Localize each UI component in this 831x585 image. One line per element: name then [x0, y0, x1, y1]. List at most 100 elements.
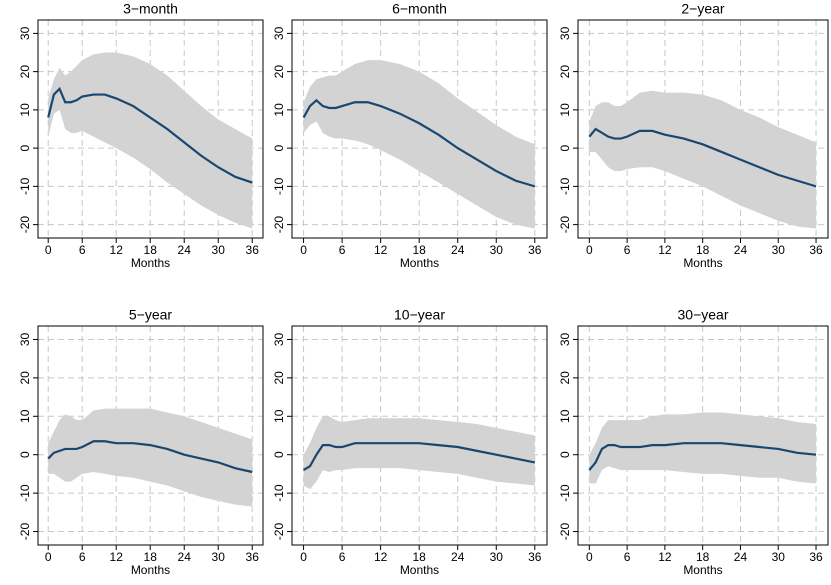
- x-axis-label: Months: [400, 563, 439, 577]
- plot-frame: [37, 325, 264, 546]
- x-tick-label: 36: [809, 550, 823, 564]
- x-tick-label: 18: [144, 243, 158, 257]
- x-tick-label: 24: [178, 550, 192, 564]
- y-tick-label: 0: [18, 451, 32, 458]
- x-tick-label: 36: [246, 550, 260, 564]
- y-tick-label: 0: [18, 144, 32, 151]
- x-axis-label: Months: [131, 256, 170, 270]
- chart-title: 2−year: [681, 1, 725, 17]
- x-tick-label: 12: [658, 243, 672, 257]
- y-tick-label: 30: [272, 26, 286, 40]
- chart-title: 10−year: [394, 307, 445, 323]
- y-tick-label: 0: [272, 451, 286, 458]
- plot-frame: [577, 19, 829, 239]
- x-tick-label: 24: [734, 550, 748, 564]
- x-tick-label: 36: [528, 550, 542, 564]
- x-tick-label: 36: [809, 243, 823, 257]
- x-tick-label: 30: [490, 550, 504, 564]
- x-tick-label: 36: [528, 243, 542, 257]
- x-tick-label: 0: [586, 550, 593, 564]
- chart-title: 3−month: [123, 1, 178, 17]
- x-tick-label: 30: [490, 243, 504, 257]
- x-tick-label: 6: [339, 550, 346, 564]
- y-tick-label: 20: [18, 65, 32, 79]
- x-tick-label: 0: [300, 550, 307, 564]
- y-tick-label: 20: [18, 371, 32, 385]
- y-tick-label: -10: [18, 177, 32, 195]
- y-tick-label: -10: [558, 484, 572, 502]
- y-tick-label: 20: [272, 371, 286, 385]
- line: [302, 442, 536, 472]
- x-tick-label: 24: [451, 550, 465, 564]
- y-tick-label: 20: [558, 371, 572, 385]
- x-axis-label: Months: [683, 563, 722, 577]
- y-tick-label: 0: [272, 144, 286, 151]
- confidence-band: [589, 90, 817, 229]
- x-tick-label: 30: [772, 243, 786, 257]
- x-tick-label: 12: [374, 550, 388, 564]
- y-tick-label: -10: [272, 177, 286, 195]
- x-tick-label: 12: [658, 550, 672, 564]
- y-tick-label: 10: [558, 103, 572, 117]
- x-tick-label: 24: [178, 243, 192, 257]
- x-axis-label: Months: [131, 563, 170, 577]
- x-tick-label: 0: [45, 550, 52, 564]
- x-tick-label: 30: [212, 550, 226, 564]
- line: [302, 98, 536, 188]
- x-tick-label: 0: [45, 243, 52, 257]
- y-tick-label: 10: [558, 409, 572, 423]
- y-tick-label: 10: [272, 409, 286, 423]
- line: [47, 440, 253, 474]
- chart-title: 5−year: [129, 307, 173, 323]
- x-tick-label: 24: [451, 243, 465, 257]
- x-tick-label: 6: [624, 243, 631, 257]
- x-tick-label: 18: [696, 550, 710, 564]
- x-tick-label: 0: [300, 243, 307, 257]
- y-tick-label: -20: [558, 216, 572, 234]
- x-tick-label: 18: [696, 243, 710, 257]
- y-tick-label: -20: [272, 216, 286, 234]
- x-axis-label: Months: [683, 256, 722, 270]
- x-tick-label: 12: [110, 243, 124, 257]
- y-tick-label: 0: [558, 451, 572, 458]
- y-tick-label: 10: [272, 103, 286, 117]
- confidence-band: [303, 416, 535, 490]
- confidence-band: [589, 412, 817, 484]
- chart-title: 6−month: [392, 1, 447, 17]
- y-tick-label: -20: [18, 523, 32, 541]
- y-tick-label: 10: [18, 409, 32, 423]
- y-tick-label: 30: [558, 332, 572, 346]
- confidence-band: [48, 52, 253, 229]
- x-tick-label: 0: [586, 243, 593, 257]
- x-tick-label: 6: [624, 550, 631, 564]
- plot-frame: [291, 19, 548, 239]
- y-tick-label: 30: [18, 26, 32, 40]
- x-tick-label: 18: [144, 550, 158, 564]
- plot-frame: [577, 325, 829, 546]
- plot-frame: [291, 325, 548, 546]
- x-tick-label: 24: [734, 243, 748, 257]
- y-tick-label: 30: [558, 26, 572, 40]
- chart-title: 30−year: [678, 307, 729, 323]
- x-tick-label: 12: [110, 550, 124, 564]
- x-tick-label: 6: [339, 243, 346, 257]
- x-tick-label: 12: [374, 243, 388, 257]
- y-tick-label: 0: [558, 144, 572, 151]
- y-tick-label: -10: [18, 484, 32, 502]
- y-tick-label: -20: [18, 216, 32, 234]
- line: [588, 127, 817, 188]
- confidence-band: [48, 408, 253, 507]
- y-tick-label: 20: [272, 65, 286, 79]
- y-tick-label: 20: [558, 65, 572, 79]
- x-tick-label: 30: [772, 550, 786, 564]
- y-tick-label: 10: [18, 103, 32, 117]
- y-tick-label: 30: [18, 332, 32, 346]
- x-tick-label: 18: [412, 243, 426, 257]
- x-tick-label: 30: [212, 243, 226, 257]
- x-tick-label: 6: [79, 243, 86, 257]
- x-axis-label: Months: [400, 256, 439, 270]
- y-tick-label: 30: [272, 332, 286, 346]
- x-tick-label: 18: [412, 550, 426, 564]
- y-tick-label: -10: [558, 177, 572, 195]
